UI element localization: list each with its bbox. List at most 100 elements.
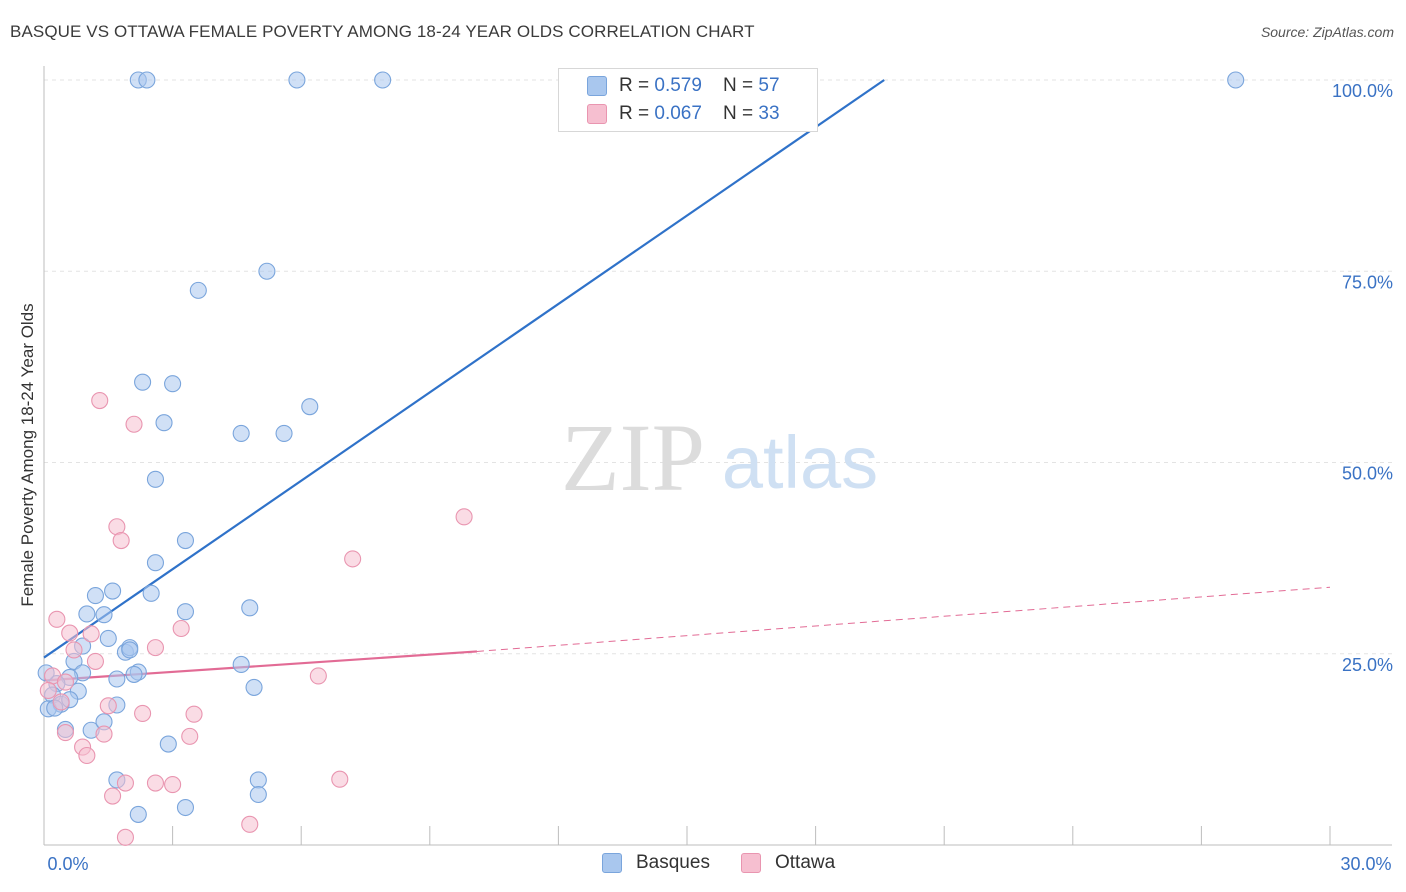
legend-text: R = 0.579 N = 57 [619,75,780,97]
ottawa-point [146,639,165,657]
ottawa-point [344,550,362,568]
bottom-legend-ottawa[interactable]: Ottawa [741,852,835,874]
axis-layer [43,66,1392,846]
basques-point [134,373,152,391]
points-layer [37,71,1245,846]
y-tick-label: 100.0% [1332,81,1393,101]
x-tick-label: 0.0% [47,854,88,874]
ottawa-point [146,774,165,792]
basques-point [108,670,126,688]
legend-r-label: R = [619,75,655,96]
basques-point [249,785,267,804]
basques-point [288,71,306,89]
basques-point [146,554,165,572]
ottawa-label: Ottawa [775,852,836,873]
basques-point [241,599,259,617]
basques-point [146,470,165,488]
watermark: ZIP atlas [561,404,878,511]
basques-point [142,584,160,602]
basques-point [125,665,143,683]
basques-point [245,678,263,696]
basques-point [374,71,392,89]
legend-box: R = 0.579 N = 57 R = 0.067 N = 33 [558,68,818,132]
basques-point [86,587,104,605]
source-label: Source: ZipAtlas.com [1260,24,1394,40]
basques-point [189,281,207,299]
trend-layer [43,79,1331,682]
basques-point [138,71,156,89]
legend-n-value: 57 [758,75,780,96]
chart-title: BASQUE VS OTTAWA FEMALE POVERTY AMONG 18… [10,22,755,41]
y-axis-label: Female Poverty Among 18-24 Year Olds [18,303,37,606]
basques-point [258,262,276,280]
grid-layer [44,79,1392,655]
bottom-legend-basques[interactable]: Basques [602,852,710,874]
basques-trendline [43,79,885,659]
legend-n-label: N = [723,75,759,96]
ottawa-point [241,815,259,833]
legend-r-label: R = [619,103,655,124]
legend-r-value: 0.067 [654,103,702,124]
basques-point [232,424,250,442]
ottawa-point [134,704,152,722]
ottawa-point [82,625,100,643]
basques-point [275,424,293,442]
basques-point [164,375,182,393]
basques-swatch [602,853,622,873]
ottawa-point [52,693,70,711]
y-tick-label: 75.0% [1342,272,1393,292]
ottawa-point [61,624,79,642]
legend-swatch-pink [587,104,607,124]
basques-point [176,603,195,621]
ottawa-point [56,723,74,742]
basques-label: Basques [636,852,710,873]
ottawa-point [455,508,473,526]
ottawa-swatch [741,853,761,873]
ottawa-point [164,776,182,794]
ottawa-point [99,697,117,715]
basques-point [121,641,139,659]
legend-text: R = 0.067 N = 33 [619,103,780,125]
basques-point [129,805,147,823]
ottawa-point [56,673,74,691]
watermark-atlas: atlas [722,421,878,504]
basques-point [155,414,173,432]
ottawa-point [125,415,143,433]
ottawa-point [91,391,109,410]
ottawa-point [65,641,83,659]
basques-point [104,582,122,600]
basques-point [232,655,250,674]
basques-point [95,606,113,624]
legend-n-label: N = [723,103,759,124]
y-tick-label: 50.0% [1342,464,1393,484]
basques-point [1227,71,1245,89]
tick-labels: 25.0% 50.0% 75.0% 100.0% 0.0% 30.0% [47,81,1393,874]
ottawa-point [112,531,130,550]
ottawa-point [172,619,190,638]
basques-point [78,605,96,623]
ottawa-point [78,746,96,765]
ottawa-point [95,725,113,743]
ottawa-point [309,667,327,685]
ottawa-point [86,652,104,670]
y-tick-label: 25.0% [1342,655,1393,675]
x-tick-label: 30.0% [1340,854,1391,874]
ottawa-point [181,727,199,745]
ottawa-point [104,787,122,805]
ottawa-point [116,774,134,792]
basques-point [176,531,195,550]
ottawa-point [39,681,57,700]
bottom-legend: Basques Ottawa [0,852,1406,878]
basques-point [159,735,177,753]
ottawa-trendline-extension [476,586,1331,652]
basques-point [249,771,267,789]
ottawa-point [185,705,203,723]
basques-point [176,798,195,817]
ottawa-point [116,828,134,846]
basques-point [301,398,319,416]
ottawa-point [331,770,349,788]
basques-point [99,629,117,648]
watermark-zip: ZIP [561,404,705,511]
ottawa-point [48,610,66,628]
